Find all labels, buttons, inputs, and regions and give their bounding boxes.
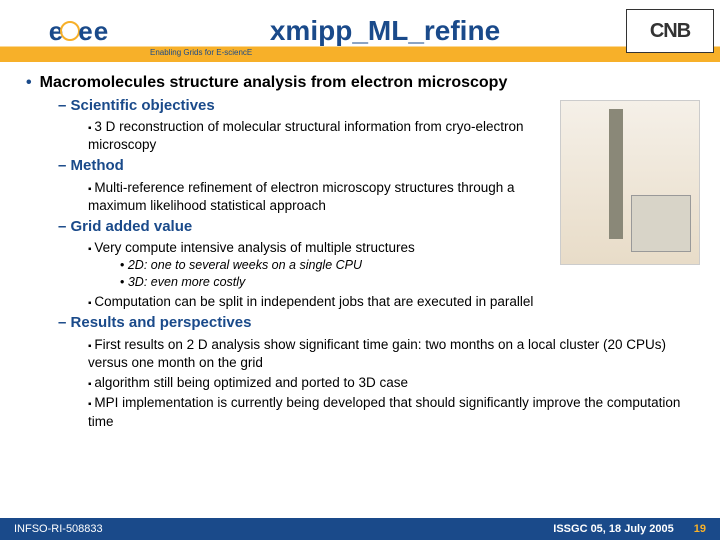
egee-logo-circle bbox=[60, 21, 80, 41]
tagline: Enabling Grids for E-sciencE bbox=[150, 48, 252, 57]
list-item: Multi-reference refinement of electron m… bbox=[88, 179, 548, 215]
egee-logo: eee bbox=[4, 4, 154, 59]
section-results: Results and perspectives bbox=[58, 313, 700, 333]
microscope-image bbox=[560, 100, 700, 265]
main-bullet: •Macromolecules structure analysis from … bbox=[26, 72, 700, 94]
sub-item: 3D: even more costly bbox=[120, 274, 700, 291]
slide-title: xmipp_ML_refine bbox=[154, 15, 626, 47]
footer-left: INFSO-RI-508833 bbox=[14, 523, 103, 535]
list-item: First results on 2 D analysis show signi… bbox=[88, 336, 700, 372]
list-item: MPI implementation is currently being de… bbox=[88, 394, 700, 430]
list-item: 3 D reconstruction of molecular structur… bbox=[88, 118, 548, 154]
slide-header: eee Enabling Grids for E-sciencE xmipp_M… bbox=[0, 0, 720, 62]
cnb-logo: CNB bbox=[626, 9, 714, 53]
footer-page: 19 bbox=[694, 523, 706, 535]
list-item: Very compute intensive analysis of multi… bbox=[88, 239, 548, 257]
list-item: algorithm still being optimized and port… bbox=[88, 374, 700, 392]
egee-logo-text: eee bbox=[49, 16, 109, 47]
main-bullet-text: Macromolecules structure analysis from e… bbox=[40, 74, 508, 91]
footer-right: ISSGC 05, 18 July 2005 bbox=[553, 523, 673, 535]
slide-footer: INFSO-RI-508833 ISSGC 05, 18 July 2005 1… bbox=[0, 518, 720, 540]
list-item: Computation can be split in independent … bbox=[88, 293, 700, 311]
